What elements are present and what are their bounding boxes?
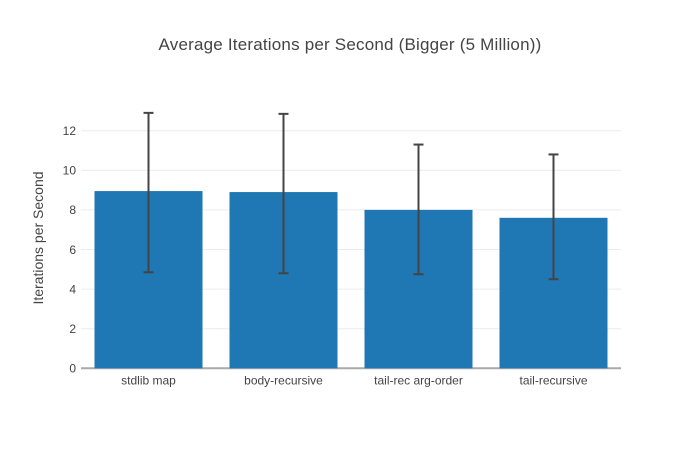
x-category-label: stdlib map xyxy=(121,373,176,387)
x-category-label: body-recursive xyxy=(244,373,323,387)
y-tick-label: 8 xyxy=(69,203,76,217)
y-tick-label: 2 xyxy=(69,322,76,336)
x-category-label: tail-recursive xyxy=(519,373,587,387)
y-tick-label: 12 xyxy=(63,124,77,138)
y-tick-label: 10 xyxy=(63,164,77,178)
x-category-label: tail-rec arg-order xyxy=(374,373,463,387)
y-tick-label: 0 xyxy=(69,362,76,376)
chart-title: Average Iterations per Second (Bigger (5… xyxy=(158,35,542,54)
y-tick-label: 4 xyxy=(69,282,76,296)
y-tick-label: 6 xyxy=(69,243,76,257)
